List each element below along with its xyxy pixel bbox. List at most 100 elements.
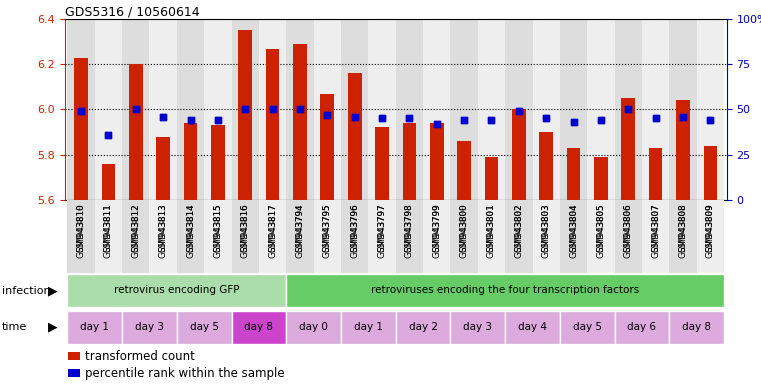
- Point: [650, 116, 662, 122]
- Point: [568, 119, 580, 125]
- Bar: [642, 19, 670, 200]
- Text: GSM943815: GSM943815: [213, 204, 222, 258]
- Bar: [485, 157, 498, 200]
- Point: [513, 108, 525, 114]
- Bar: [259, 200, 286, 273]
- Bar: [122, 311, 177, 344]
- Text: GSM943797: GSM943797: [377, 204, 387, 258]
- Bar: [451, 311, 505, 344]
- Point: [129, 106, 142, 113]
- Bar: [451, 200, 478, 273]
- Bar: [177, 19, 204, 200]
- Bar: [149, 19, 177, 200]
- Text: transformed count: transformed count: [84, 350, 194, 363]
- Text: day 5: day 5: [189, 322, 218, 332]
- Bar: [696, 200, 724, 273]
- Text: retrovirus encoding GFP: retrovirus encoding GFP: [114, 285, 240, 295]
- Text: GSM943799: GSM943799: [432, 204, 441, 258]
- Text: ▶: ▶: [48, 321, 58, 334]
- Text: day 6: day 6: [627, 322, 657, 332]
- Text: GSM943808: GSM943808: [679, 204, 687, 252]
- Text: GSM943814: GSM943814: [186, 204, 195, 252]
- Point: [266, 106, 279, 113]
- Bar: [533, 200, 560, 273]
- Bar: [615, 19, 642, 200]
- Bar: [68, 200, 95, 273]
- Text: GSM943796: GSM943796: [350, 204, 359, 258]
- Bar: [183, 123, 197, 200]
- Bar: [368, 19, 396, 200]
- Text: ▶: ▶: [48, 285, 58, 297]
- Point: [431, 121, 443, 127]
- Point: [75, 108, 88, 114]
- Bar: [696, 19, 724, 200]
- Text: day 1: day 1: [80, 322, 110, 332]
- Bar: [68, 352, 80, 360]
- Bar: [505, 311, 560, 344]
- Bar: [587, 19, 615, 200]
- Text: GSM943795: GSM943795: [323, 204, 332, 258]
- Bar: [75, 58, 88, 200]
- Text: GSM943794: GSM943794: [295, 204, 304, 252]
- Bar: [457, 141, 471, 200]
- Bar: [129, 65, 142, 200]
- Bar: [485, 157, 498, 200]
- Bar: [341, 311, 396, 344]
- Bar: [505, 19, 533, 200]
- Text: GSM943811: GSM943811: [104, 204, 113, 258]
- Bar: [286, 19, 314, 200]
- Text: GSM943807: GSM943807: [651, 204, 660, 252]
- Text: retroviruses encoding the four transcription factors: retroviruses encoding the four transcrip…: [371, 285, 639, 295]
- Bar: [403, 123, 416, 200]
- Bar: [68, 275, 286, 307]
- Point: [294, 106, 306, 113]
- Bar: [540, 132, 553, 200]
- Text: GSM943794: GSM943794: [295, 204, 304, 258]
- Text: GSM943795: GSM943795: [323, 204, 332, 252]
- Bar: [231, 200, 259, 273]
- Point: [321, 112, 333, 118]
- Bar: [102, 164, 116, 200]
- Text: GSM943809: GSM943809: [706, 204, 715, 252]
- Bar: [670, 200, 696, 273]
- Bar: [348, 73, 361, 200]
- Bar: [396, 311, 451, 344]
- Bar: [567, 148, 581, 200]
- Text: GSM943817: GSM943817: [268, 204, 277, 258]
- Text: GSM943797: GSM943797: [377, 204, 387, 252]
- Point: [595, 117, 607, 123]
- Bar: [122, 19, 149, 200]
- Text: day 2: day 2: [409, 322, 438, 332]
- Point: [376, 116, 388, 122]
- Point: [294, 106, 306, 113]
- Text: GSM943803: GSM943803: [542, 204, 551, 258]
- Bar: [423, 200, 451, 273]
- Text: percentile rank within the sample: percentile rank within the sample: [84, 367, 284, 380]
- Bar: [560, 19, 587, 200]
- Bar: [177, 200, 204, 273]
- Text: day 0: day 0: [299, 322, 328, 332]
- Bar: [594, 157, 608, 200]
- Bar: [615, 311, 670, 344]
- Text: GSM943798: GSM943798: [405, 204, 414, 258]
- Text: GDS5316 / 10560614: GDS5316 / 10560614: [65, 5, 199, 18]
- Point: [103, 132, 115, 138]
- Bar: [293, 44, 307, 200]
- Bar: [102, 164, 116, 200]
- Bar: [368, 200, 396, 273]
- Bar: [314, 200, 341, 273]
- Bar: [211, 125, 224, 200]
- Bar: [122, 200, 149, 273]
- Text: GSM943803: GSM943803: [542, 204, 551, 252]
- Text: day 3: day 3: [135, 322, 164, 332]
- Bar: [615, 200, 642, 273]
- Point: [349, 114, 361, 120]
- Point: [458, 117, 470, 123]
- Text: GSM943812: GSM943812: [132, 204, 140, 252]
- Point: [622, 106, 635, 113]
- Point: [75, 108, 88, 114]
- Text: GSM943796: GSM943796: [350, 204, 359, 252]
- Bar: [341, 200, 368, 273]
- Bar: [540, 132, 553, 200]
- Bar: [231, 311, 286, 344]
